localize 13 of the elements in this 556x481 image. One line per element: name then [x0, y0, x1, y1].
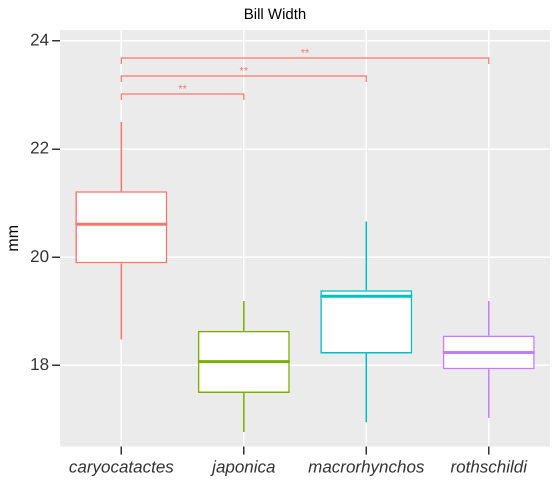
y-tick-label: 22: [30, 138, 50, 158]
x-tick-label: rothschildi: [450, 458, 528, 477]
y-tick-label: 24: [30, 30, 50, 50]
annotation: **: [240, 66, 249, 78]
annotation: **: [300, 48, 310, 60]
y-tick-label: 20: [30, 246, 50, 266]
x-tick-label: japonica: [210, 458, 276, 477]
y-axis-title: mm: [5, 224, 22, 252]
annotation: **: [178, 84, 188, 96]
chart-title: Bill Width: [244, 6, 306, 24]
x-tick-label: macrorhynchos: [308, 458, 425, 477]
x-tick-label: caryocatactes: [68, 458, 174, 477]
y-tick-label: 18: [30, 355, 50, 374]
